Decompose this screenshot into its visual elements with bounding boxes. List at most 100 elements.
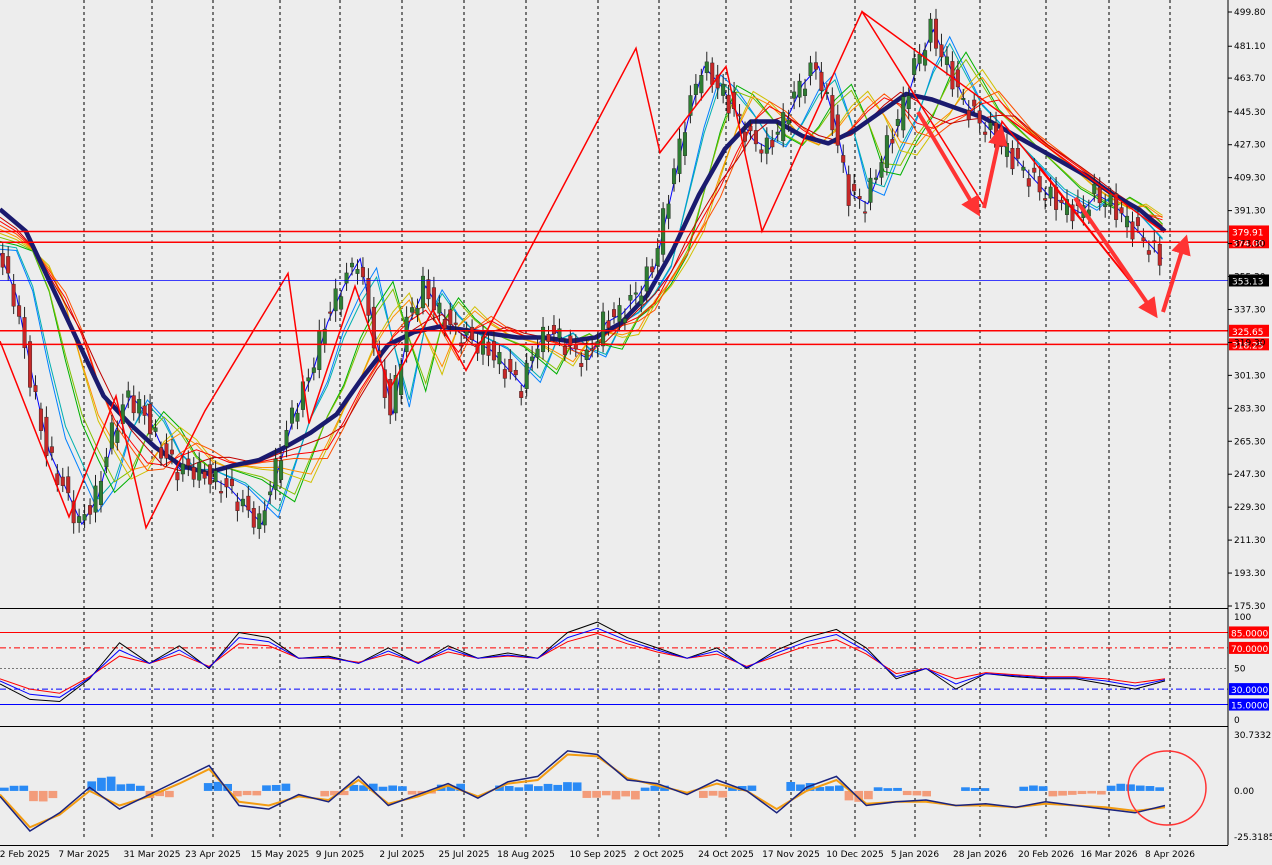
candle-body (1032, 167, 1037, 173)
candle-body (235, 501, 240, 511)
candle-body (682, 132, 687, 156)
channel-line (861, 11, 1001, 113)
candle (311, 357, 316, 381)
candle (819, 61, 824, 99)
candle-body (693, 83, 698, 95)
macd-histogram-bar (1145, 786, 1155, 791)
candle-body (22, 317, 27, 349)
candle (934, 8, 939, 57)
osc-level-label: 70.0000 (1231, 645, 1268, 655)
candle-body (530, 356, 535, 361)
macd-histogram-bar (213, 781, 223, 791)
candle (939, 33, 944, 67)
candle (530, 345, 535, 371)
candle-body (131, 395, 136, 414)
candle-body (551, 325, 556, 335)
candle (557, 318, 562, 347)
x-tick-label: 5 Jan 2026 (891, 850, 939, 860)
macd-histogram-bar (1135, 785, 1145, 791)
osc-series-line (0, 632, 1166, 694)
candle (88, 498, 93, 525)
candle (448, 302, 453, 335)
candle-body (317, 330, 322, 370)
y-tick-label: 265.30 (1234, 437, 1266, 447)
x-tick-label: 16 Mar 2026 (1080, 850, 1137, 860)
candle-body (6, 256, 11, 274)
y-tick-label: 481.10 (1234, 42, 1266, 52)
candle (126, 381, 131, 409)
candle-body (175, 472, 180, 481)
macd-histogram-bar (271, 784, 281, 791)
candle-body (873, 177, 878, 180)
candle-body (333, 288, 338, 312)
candle-body (77, 516, 82, 523)
candle (1037, 165, 1042, 201)
candle-body (852, 183, 857, 192)
candle-body (890, 139, 895, 144)
candle-body (726, 94, 731, 114)
macd-main-line (0, 750, 1166, 832)
candle (1010, 140, 1015, 175)
macd-histogram-bar (825, 786, 834, 791)
candle-body (470, 326, 475, 341)
macd-histogram-bar (796, 784, 805, 791)
macd-histogram-bar (543, 783, 553, 791)
candle (159, 441, 164, 466)
macd-histogram-bar (223, 783, 232, 791)
candle-body (33, 385, 38, 392)
candle-body (912, 58, 917, 75)
candle (22, 306, 27, 359)
candle-body (44, 416, 49, 456)
price-level-tag (1229, 225, 1269, 238)
candle-body (524, 362, 529, 389)
zigzag-line (0, 10, 1157, 530)
candle-body (355, 269, 360, 274)
candle-body (88, 505, 93, 515)
macd-histogram-bar (378, 786, 388, 791)
macd-histogram-bar (165, 790, 174, 798)
y-tick-label: 355.30 (1234, 273, 1266, 283)
candle-body (186, 458, 191, 466)
candle-body (895, 118, 900, 126)
candle-body (180, 463, 185, 475)
candle (180, 453, 185, 482)
macd-histogram-bar (553, 784, 563, 791)
y-tick-label: 391.30 (1234, 207, 1266, 217)
candle-body (344, 272, 349, 284)
price-level-label: 374.00 (1232, 239, 1264, 249)
candle (1097, 177, 1102, 211)
candle-body (1125, 215, 1130, 228)
macd-histogram-bar (1106, 785, 1116, 791)
candle-body (404, 316, 409, 353)
candle (1135, 207, 1140, 234)
candle-body (1114, 193, 1119, 220)
y-tick-label: 337.30 (1234, 305, 1266, 315)
candle (1092, 173, 1097, 202)
candle (901, 86, 906, 138)
candle-body (1059, 199, 1064, 204)
candle-body (955, 69, 960, 88)
macd-histogram-bar (203, 783, 213, 791)
candle-body (590, 348, 595, 351)
candle-body (568, 335, 573, 346)
macd-histogram-bar (854, 790, 864, 802)
candle-body (11, 283, 16, 307)
candle (169, 438, 174, 465)
candle (268, 481, 273, 505)
candle-body (0, 253, 5, 268)
macd-histogram-bar (718, 790, 728, 798)
candle (481, 325, 486, 365)
macd-histogram-bar (446, 785, 456, 791)
macd-histogram-bar (922, 790, 931, 797)
macd-histogram-bar (135, 785, 145, 791)
osc-series-line (0, 621, 1166, 703)
candle-body (884, 135, 889, 168)
candle-body (797, 80, 802, 98)
candle-body (1021, 166, 1026, 171)
candle-body (803, 88, 808, 96)
macd-histogram-bar (320, 790, 330, 797)
candle-body (257, 513, 262, 530)
candle-body (748, 125, 753, 132)
candle-body (639, 295, 644, 305)
